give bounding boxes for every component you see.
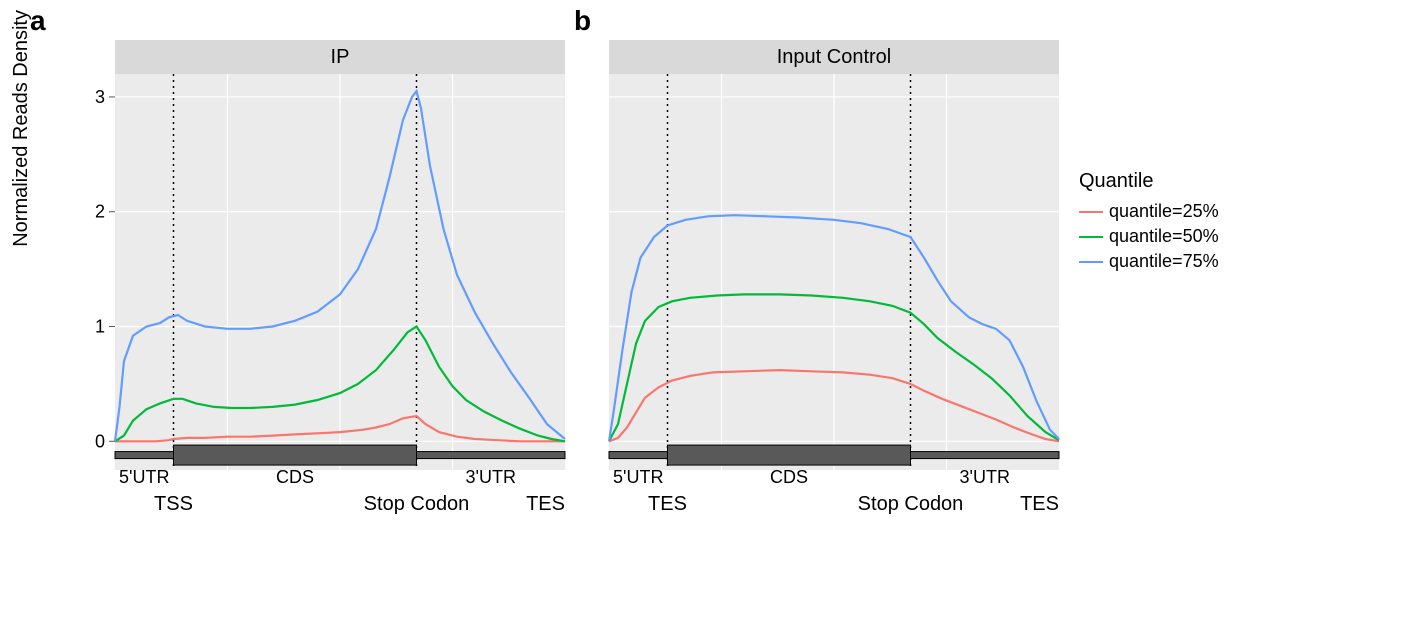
region-label: 3'UTR: [960, 467, 1010, 487]
y-tick-label: 1: [95, 317, 105, 337]
legend-item: quantile=50%: [1079, 226, 1219, 247]
y-tick-label: 0: [95, 431, 105, 451]
x-label: TES: [526, 493, 565, 515]
legend-label: quantile=50%: [1109, 226, 1219, 247]
panel-label-a: a: [30, 5, 46, 37]
figure: Normalized Reads Density aIP01235'UTRCDS…: [10, 10, 1408, 575]
region-label: 5'UTR: [613, 467, 663, 487]
panel-header: IP: [331, 46, 350, 68]
legend-item: quantile=25%: [1079, 201, 1219, 222]
legend-title: Quantile: [1079, 170, 1219, 193]
panel-a: aIP01235'UTRCDS3'UTRTSSStop CodonTES: [35, 10, 575, 575]
panel-svg-a: IP 0 1 2 3 5'UTR CDS 3'UTR TSS Stop Codon TES: [35, 10, 575, 570]
x-label: TES: [1020, 493, 1059, 515]
x-label: TSS: [154, 493, 193, 515]
x-label: Stop Codon: [858, 493, 964, 515]
panel-label-b: b: [574, 5, 591, 37]
y-axis-title-wrap: Normalized Reads Density: [10, 10, 35, 247]
y-tick-label: 3: [95, 87, 105, 107]
panel-b: bInput Control5'UTRCDS3'UTRTESStop Codon…: [579, 10, 1069, 575]
region-label: 5'UTR: [119, 467, 169, 487]
y-tick-label: 2: [95, 202, 105, 222]
legend-label: quantile=75%: [1109, 251, 1219, 272]
panels-container: aIP01235'UTRCDS3'UTRTSSStop CodonTESbInp…: [35, 10, 1069, 575]
gene-3utr: [417, 452, 566, 459]
legend-label: quantile=25%: [1109, 201, 1219, 222]
gene-5utr: [115, 452, 174, 459]
gene-3utr: [911, 452, 1060, 459]
panel-svg-b: Input Control 5'UTR CDS 3'UTR TES Stop Codon T…: [579, 10, 1069, 570]
panel-header: Input Control: [777, 46, 892, 68]
gene-cds: [174, 445, 417, 465]
legend-item: quantile=75%: [1079, 251, 1219, 272]
region-label: CDS: [276, 467, 314, 487]
x-label: Stop Codon: [364, 493, 470, 515]
region-label: CDS: [770, 467, 808, 487]
x-label: TES: [648, 493, 687, 515]
legend-swatch: [1079, 261, 1103, 263]
gene-5utr: [609, 452, 668, 459]
legend-swatch: [1079, 211, 1103, 213]
gene-cds: [668, 445, 911, 465]
y-axis-title: Normalized Reads Density: [10, 10, 33, 247]
legend: Quantile quantile=25% quantile=50% quantil…: [1079, 170, 1219, 276]
legend-swatch: [1079, 236, 1103, 238]
region-label: 3'UTR: [466, 467, 516, 487]
